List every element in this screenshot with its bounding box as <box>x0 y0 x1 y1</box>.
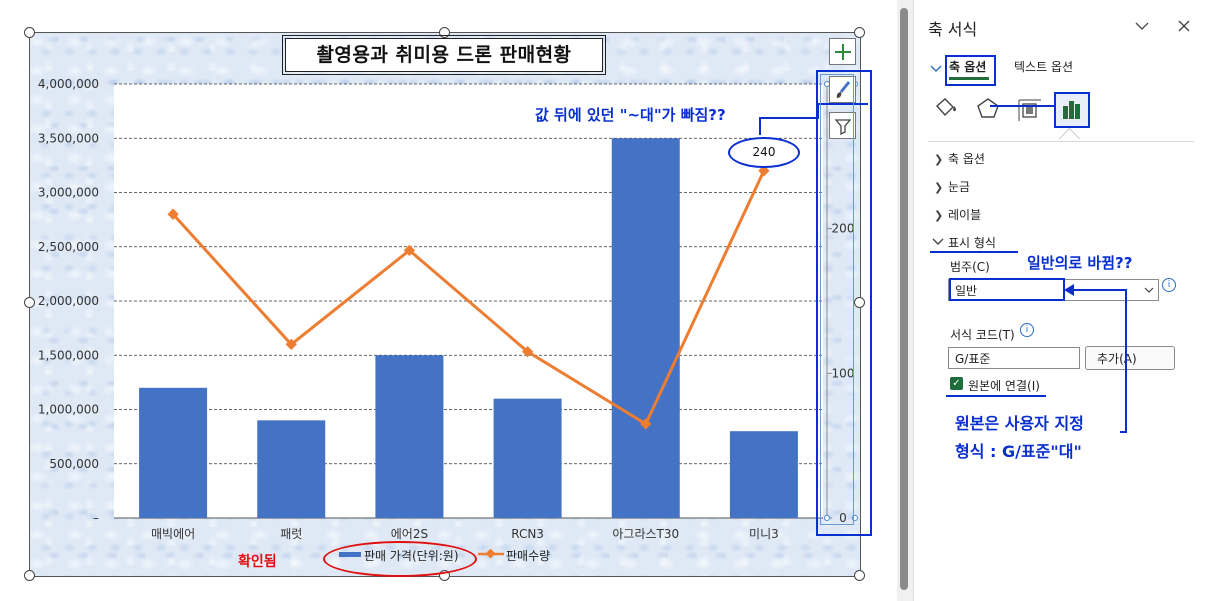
resize-handle-top-left[interactable] <box>24 27 35 38</box>
y-tick-label: 1,500,000 <box>38 348 99 362</box>
callout-value-bubble: 240 <box>728 137 800 168</box>
annotation-connector-line <box>990 105 1056 107</box>
section-labels[interactable]: ❯ 레이블 <box>934 208 982 222</box>
chart-styles-button[interactable] <box>829 76 856 103</box>
axis-selection-handle <box>824 515 830 521</box>
line-marker <box>285 338 297 351</box>
annotation-changed-to-general: 일반의로 바뀜?? <box>1027 254 1133 272</box>
y-tick-label: 4,000,000 <box>38 77 99 91</box>
x-tick-label: 아그라스T30 <box>612 527 679 541</box>
scrollbar-thumb[interactable] <box>900 8 908 590</box>
bar <box>611 138 680 518</box>
info-icon[interactable]: i <box>1020 323 1034 337</box>
chart-title[interactable]: 촬영용과 취미용 드론 판매현황 <box>282 35 606 75</box>
y-tick-label: 3,500,000 <box>38 131 99 145</box>
line-marker <box>403 244 416 257</box>
secondary-axis-highlight <box>816 70 872 536</box>
chevron-down-icon <box>932 238 944 245</box>
legend-highlight-ellipse <box>323 541 477 577</box>
tab-axis-options[interactable]: 축 옵션 <box>949 60 987 74</box>
section-tick-marks[interactable]: ❯ 눈금 <box>934 180 971 194</box>
plus-icon <box>834 43 851 60</box>
link-underline <box>946 395 1046 397</box>
x-tick-label: 패럿 <box>280 527 302 541</box>
paint-bucket-icon[interactable] <box>931 96 959 122</box>
link-to-source-label: 원본에 연결(I) <box>968 379 1040 393</box>
chevron-right-icon: ❯ <box>934 153 944 166</box>
x-tick-label: 에어2S <box>391 527 428 541</box>
tab-chevron-icon <box>930 65 942 72</box>
bar <box>375 355 444 518</box>
bar <box>139 387 208 518</box>
x-tick-label: RCN3 <box>511 527 544 541</box>
y-tick-label: – <box>93 511 99 525</box>
brush-icon <box>836 80 850 98</box>
x-tick-label: 미니3 <box>749 527 779 541</box>
tab-active-underline <box>949 77 989 80</box>
line-marker <box>521 345 534 358</box>
secondary-tick-label: 0 <box>839 511 847 525</box>
sales-quantity-line <box>171 170 766 427</box>
chevron-right-icon: ❯ <box>934 181 944 194</box>
category-value: 일반 <box>955 284 978 298</box>
legend-line-swatch <box>478 549 504 559</box>
annotation-arrow <box>1064 284 1127 433</box>
chevron-down-icon <box>1144 287 1154 293</box>
bar-chart-icon <box>1063 101 1080 119</box>
annotation-original-line1: 원본은 사용자 지정 <box>955 414 1084 433</box>
pane-divider <box>928 141 1194 142</box>
size-properties-icon[interactable] <box>1016 96 1044 122</box>
secondary-tick-label: 200 <box>832 222 855 236</box>
link-to-source-checkbox[interactable]: ✓ <box>950 377 963 390</box>
chart-elements-button[interactable] <box>829 38 856 65</box>
number-format-underline <box>930 251 1018 253</box>
bar <box>729 431 798 518</box>
y-tick-label: 3,000,000 <box>38 186 99 200</box>
pentagon-effects-icon[interactable] <box>974 96 1002 122</box>
annotation-original-line2: 형식 : G/표준"대" <box>955 442 1082 461</box>
category-label: 범주(C) <box>950 260 990 274</box>
chart-filters-button[interactable] <box>829 112 856 139</box>
filter-icon <box>834 118 851 135</box>
annotation-leader-line <box>759 103 868 135</box>
section-number-format[interactable]: 표시 형식 <box>932 234 996 251</box>
secondary-axis-selection[interactable] <box>820 74 854 525</box>
bar <box>257 420 326 518</box>
category-value-highlight <box>949 278 1065 301</box>
format-code-input[interactable] <box>948 347 1080 369</box>
bar <box>493 398 562 518</box>
resize-handle-bottom-left[interactable] <box>24 570 35 581</box>
chevron-right-icon: ❯ <box>934 209 944 222</box>
format-code-value: G/표준 <box>955 352 991 366</box>
y-tick-label: 500,000 <box>49 457 99 471</box>
legend-bar-swatch <box>339 552 361 557</box>
resize-handle-top[interactable] <box>439 27 450 38</box>
tab-axis-options-highlight <box>945 55 996 86</box>
chevron-down-icon[interactable] <box>1134 20 1150 32</box>
section-axis-options[interactable]: ❯ 축 옵션 <box>934 152 985 166</box>
y-tick-label: 2,500,000 <box>38 240 99 254</box>
info-icon[interactable]: i <box>1162 278 1176 292</box>
secondary-tick-label: 100 <box>832 366 855 380</box>
line-marker <box>640 418 652 430</box>
close-icon[interactable] <box>1177 19 1191 33</box>
axis-options-icon-button[interactable] <box>1054 92 1090 128</box>
annotation-suffix-missing: 값 뒤에 있던 "~대"가 빠짐?? <box>535 106 726 124</box>
resize-handle-left[interactable] <box>24 297 35 308</box>
resize-handle-right[interactable] <box>854 297 865 308</box>
x-tick-label: 매빅에어 <box>151 527 195 541</box>
add-button[interactable] <box>1085 346 1175 370</box>
annotation-confirmed: 확인됨 <box>238 554 277 570</box>
resize-handle-top-right[interactable] <box>854 27 865 38</box>
legend-line-label[interactable]: 판매수량 <box>506 549 551 563</box>
y-tick-label: 1,000,000 <box>38 403 99 417</box>
resize-handle-bottom-right[interactable] <box>854 570 865 581</box>
pane-title: 축 서식 <box>928 20 978 39</box>
format-code-label: 서식 코드(T) <box>950 328 1015 342</box>
tab-text-options[interactable]: 텍스트 옵션 <box>1014 60 1074 74</box>
legend-bar-label[interactable]: 판매 가격(단위:원) <box>364 549 459 563</box>
line-marker <box>167 208 179 220</box>
chart-svg: – 500,000 1,000,000 1,500,000 2,000,000 2,500… <box>38 77 868 541</box>
y-tick-label: 2,000,000 <box>38 294 99 308</box>
